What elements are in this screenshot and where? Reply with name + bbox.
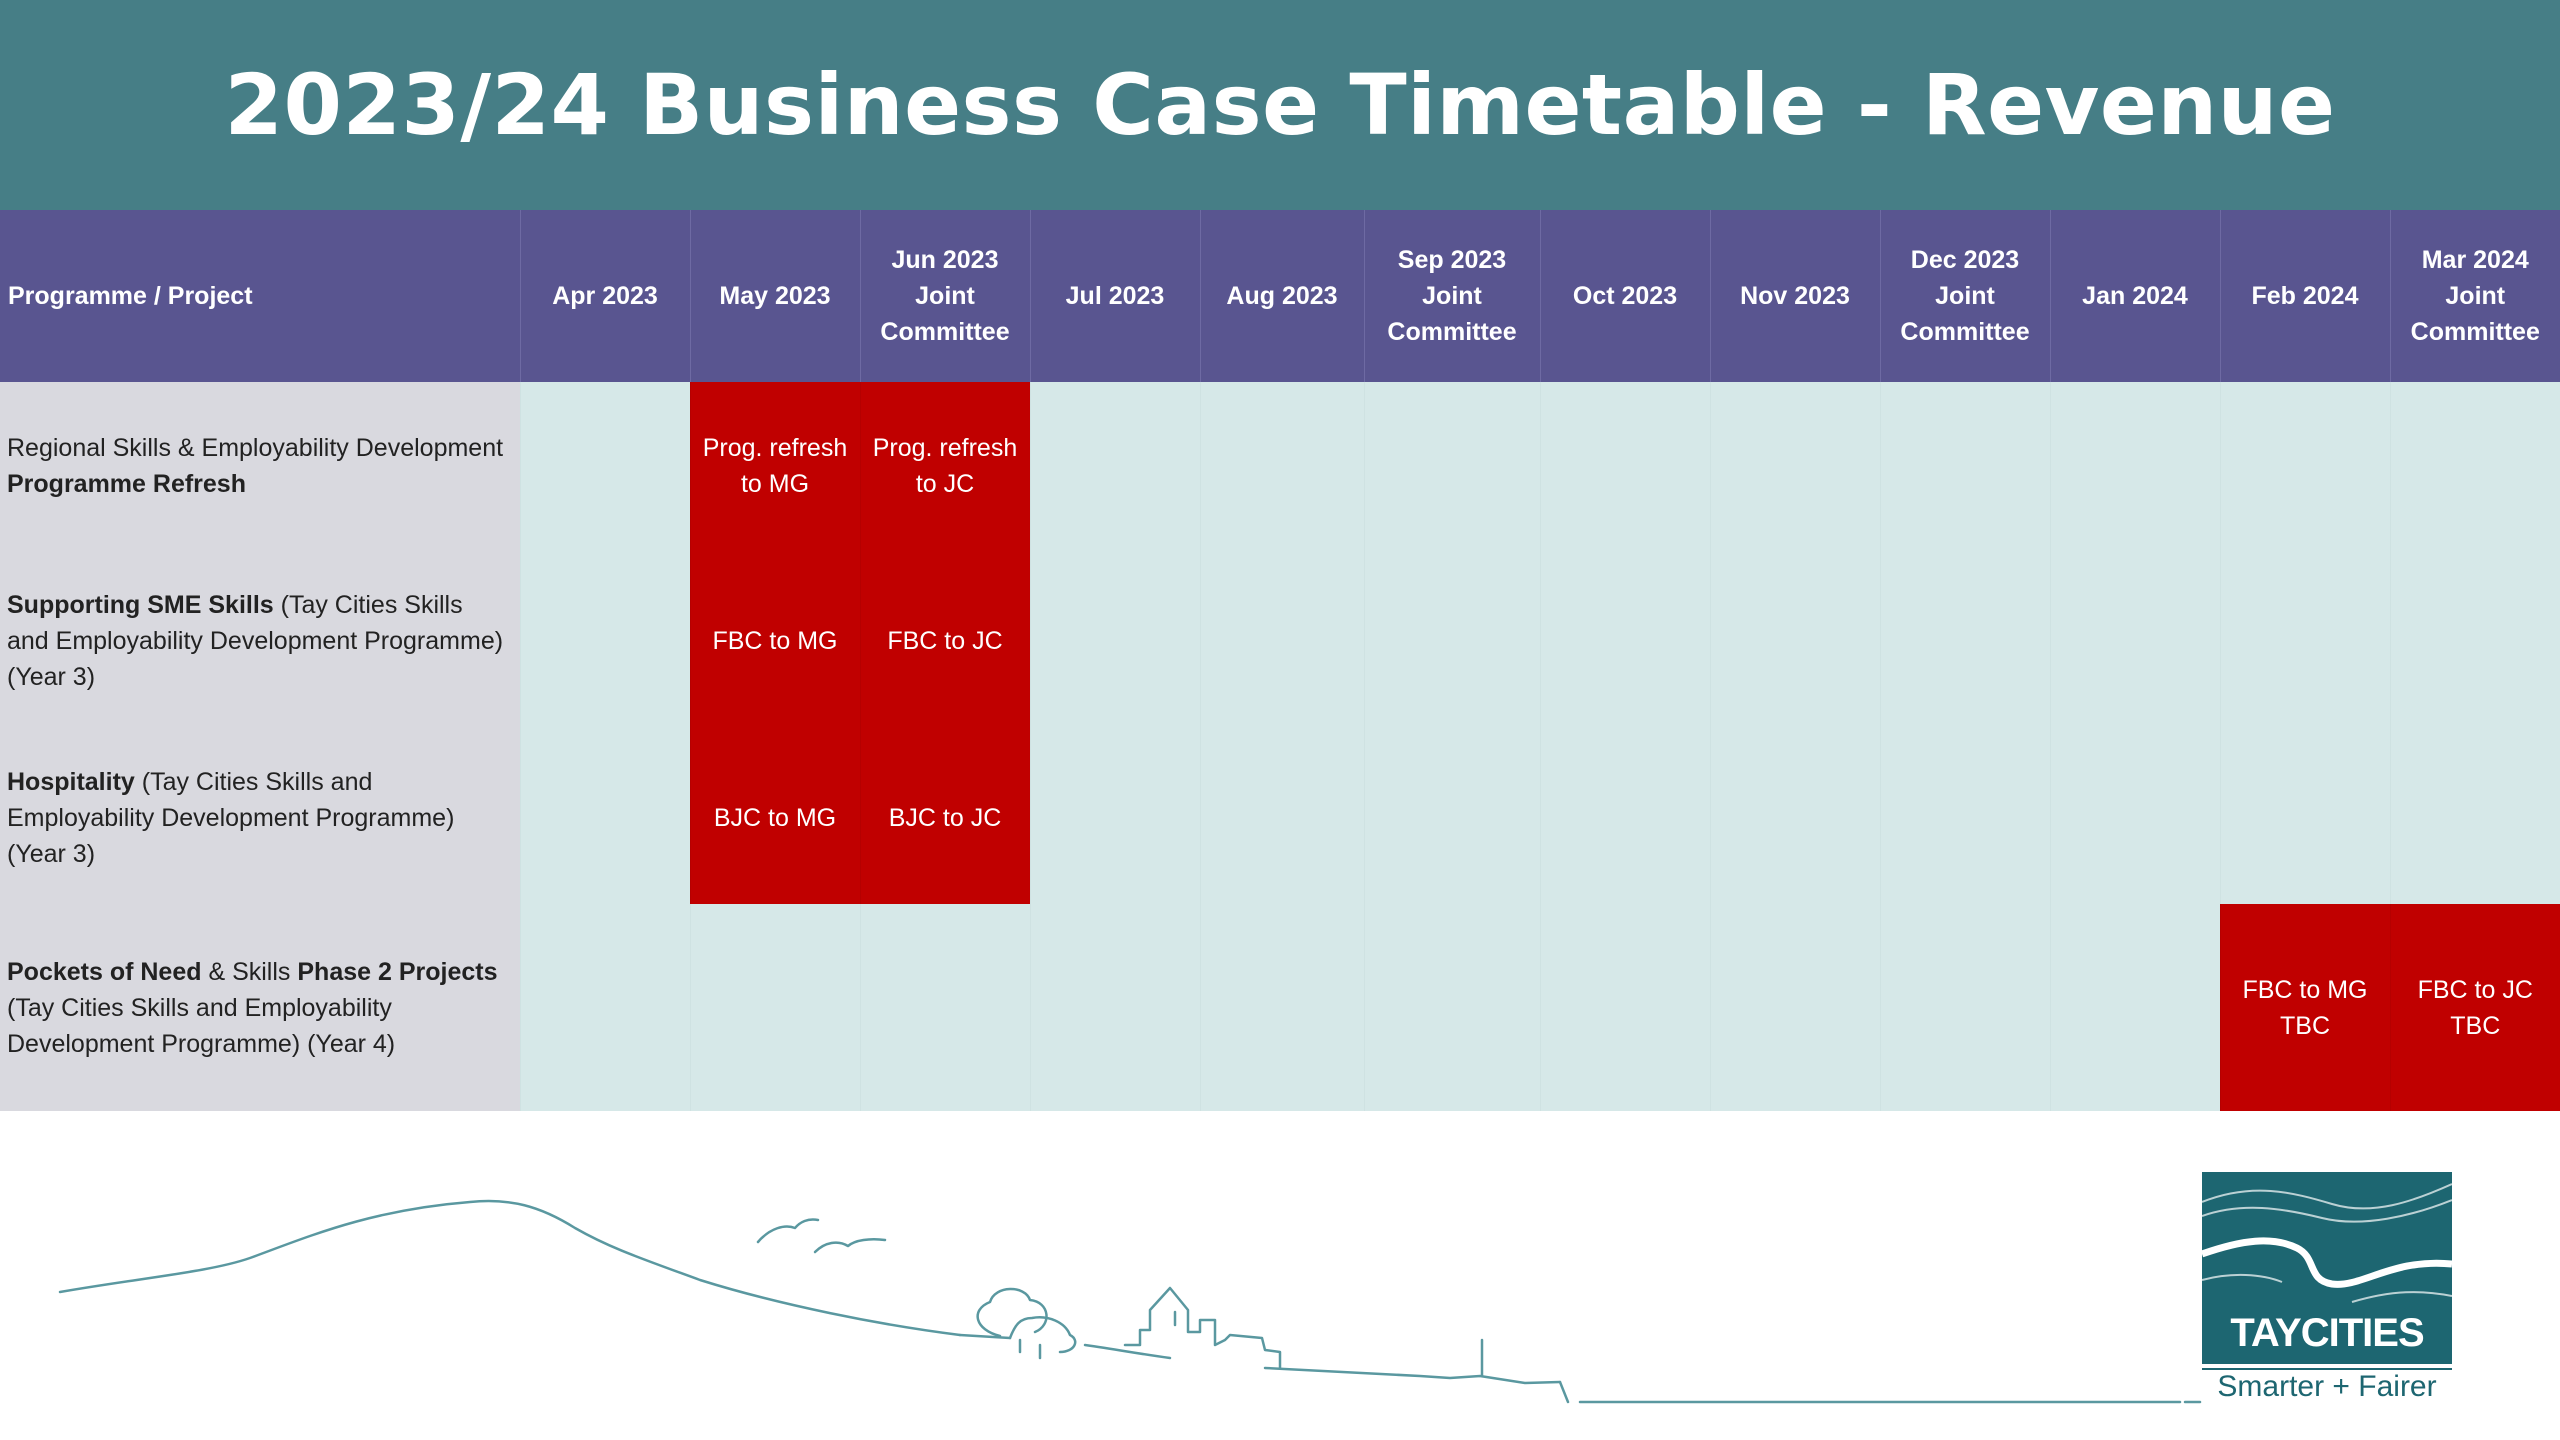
milestone-cell: FBC to JC <box>859 550 1030 732</box>
title-bar: 2023/24 Business Case Timetable - Revenu… <box>0 0 2560 210</box>
column-header-jan-2024: Jan 2024 <box>2049 210 2220 382</box>
empty-cell <box>1539 382 1710 550</box>
empty-cell <box>1879 732 2050 904</box>
empty-cell <box>2219 382 2390 550</box>
empty-cell <box>1363 732 1540 904</box>
column-header-sep-2023: Sep 2023 Joint Committee <box>1363 210 1540 382</box>
milestone-cell: FBC to JC TBC <box>2389 904 2560 1111</box>
milestone-cell: Prog. refresh to MG <box>689 382 860 550</box>
empty-cell <box>1363 904 1540 1111</box>
empty-cell <box>1199 732 1364 904</box>
column-header-jul-2023: Jul 2023 <box>1029 210 1200 382</box>
empty-cell <box>519 382 690 550</box>
project-name-cell: Hospitality (Tay Cities Skills and Emplo… <box>0 732 520 904</box>
project-name-part: (Tay Cities Skills and Employability Dev… <box>7 591 504 691</box>
empty-cell <box>1029 904 1200 1111</box>
project-name-part-bold: Hospitality <box>7 768 135 796</box>
empty-cell <box>1879 550 2050 732</box>
empty-cell <box>2389 382 2560 550</box>
empty-cell <box>1199 382 1364 550</box>
empty-cell <box>1363 550 1540 732</box>
empty-cell <box>1539 904 1710 1111</box>
empty-cell <box>2049 904 2220 1111</box>
empty-cell <box>1709 732 1880 904</box>
empty-cell <box>1879 382 2050 550</box>
empty-cell <box>1709 550 1880 732</box>
empty-cell <box>1539 732 1710 904</box>
project-name-part: (Tay Cities Skills and Employability Dev… <box>7 993 396 1058</box>
table-row: Regional Skills & Employability Developm… <box>0 382 2560 550</box>
logo-brand-text: TAYCITIES <box>2230 1311 2424 1355</box>
milestone-cell: FBC to MG <box>689 550 860 732</box>
project-name-part-bold: Pockets of Need <box>7 957 202 986</box>
empty-cell <box>1199 550 1364 732</box>
empty-cell <box>2049 732 2220 904</box>
column-header-oct-2023: Oct 2023 <box>1539 210 1710 382</box>
empty-cell <box>1363 382 1540 550</box>
column-header-aug-2023: Aug 2023 <box>1199 210 1364 382</box>
milestone-cell: FBC to MG TBC <box>2219 904 2390 1111</box>
project-name-part: Regional Skills & Employability Developm… <box>7 434 504 462</box>
empty-cell <box>2219 550 2390 732</box>
empty-cell <box>1199 904 1364 1111</box>
empty-cell <box>1709 382 1880 550</box>
empty-cell <box>1879 904 2050 1111</box>
river-waves-icon <box>2202 1183 2452 1303</box>
project-name-part-bold: Phase 2 Projects <box>297 957 498 986</box>
project-name-cell: Pockets of Need & Skills Phase 2 Project… <box>0 904 520 1111</box>
logo-emblem: TAYCITIES <box>2202 1172 2452 1364</box>
table-row: Pockets of Need & Skills Phase 2 Project… <box>0 904 2560 1111</box>
header-row: Programme / Project Apr 2023 May 2023 Ju… <box>0 210 2560 382</box>
column-header-feb-2024: Feb 2024 <box>2219 210 2390 382</box>
empty-cell <box>2219 732 2390 904</box>
empty-cell <box>1709 904 1880 1111</box>
column-header-apr-2023: Apr 2023 <box>519 210 690 382</box>
taycities-logo: TAYCITIES Smarter + Fairer <box>2202 1172 2452 1404</box>
milestone-cell: Prog. refresh to JC <box>859 382 1030 550</box>
table-row: Hospitality (Tay Cities Skills and Emplo… <box>0 732 2560 904</box>
project-name-cell: Supporting SME Skills (Tay Cities Skills… <box>0 550 520 732</box>
page-title: 2023/24 Business Case Timetable - Revenu… <box>224 56 2336 154</box>
empty-cell <box>2389 550 2560 732</box>
milestone-cell: BJC to MG <box>689 732 860 904</box>
empty-cell <box>2389 732 2560 904</box>
empty-cell <box>519 550 690 732</box>
empty-cell <box>519 732 690 904</box>
empty-cell <box>1029 382 1200 550</box>
table-row: Supporting SME Skills (Tay Cities Skills… <box>0 550 2560 732</box>
empty-cell <box>1029 732 1200 904</box>
column-header-may-2023: May 2023 <box>689 210 860 382</box>
landscape-illustration <box>58 1199 2202 1404</box>
project-name-cell: Regional Skills & Employability Developm… <box>0 382 520 550</box>
empty-cell <box>859 904 1030 1111</box>
column-header-jun-2023: Jun 2023 Joint Committee <box>859 210 1030 382</box>
empty-cell <box>519 904 690 1111</box>
column-header-nov-2023: Nov 2023 <box>1709 210 1880 382</box>
project-name-part: & Skills <box>201 957 298 986</box>
empty-cell <box>2049 382 2220 550</box>
milestone-cell: BJC to JC <box>859 732 1030 904</box>
empty-cell <box>2049 550 2220 732</box>
column-header-mar-2024: Mar 2024 Joint Committee <box>2389 210 2560 382</box>
project-name-part: (Tay Cities Skills and Employability Dev… <box>7 768 455 868</box>
empty-cell <box>1539 550 1710 732</box>
empty-cell <box>689 904 860 1111</box>
logo-tagline: Smarter + Fairer <box>2202 1368 2452 1404</box>
timetable: Programme / Project Apr 2023 May 2023 Ju… <box>0 210 2560 1111</box>
project-name-part-bold: Programme Refresh <box>7 470 246 498</box>
column-header-dec-2023: Dec 2023 Joint Committee <box>1879 210 2050 382</box>
column-header-project: Programme / Project <box>0 210 520 382</box>
project-name-part-bold: Supporting SME Skills <box>7 591 274 619</box>
empty-cell <box>1029 550 1200 732</box>
